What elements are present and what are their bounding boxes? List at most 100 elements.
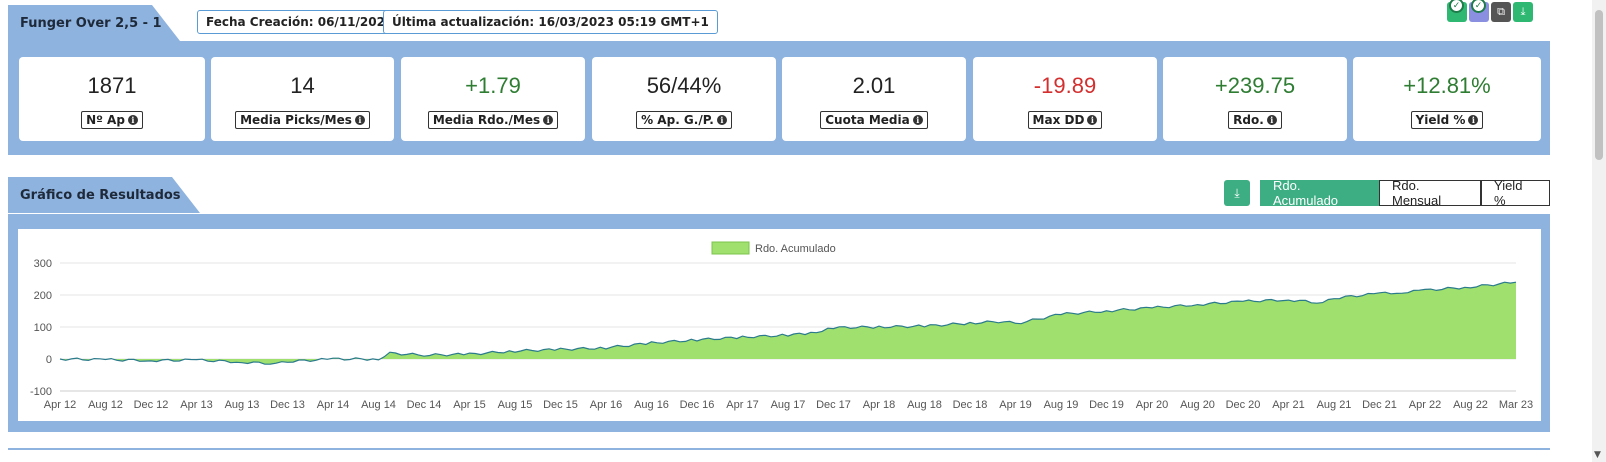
y-tick-label: -100 xyxy=(30,386,52,398)
creation-date-text: Fecha Creación: 06/11/2021 xyxy=(206,15,394,29)
y-tick-label: 0 xyxy=(46,354,52,366)
stat-card-media-rdo: +1.79 Media Rdo./Mes i xyxy=(401,57,585,141)
x-tick-label: Apr 21 xyxy=(1272,399,1304,411)
stat-card-media-picks: 14 Media Picks/Mes i xyxy=(211,57,394,141)
x-tick-label: Aug 15 xyxy=(498,399,533,411)
info-icon: i xyxy=(1266,115,1277,125)
x-tick-label: Apr 18 xyxy=(863,399,895,411)
x-tick-label: Apr 13 xyxy=(180,399,212,411)
x-tick-label: Dec 19 xyxy=(1089,399,1124,411)
stat-value: -19.89 xyxy=(1033,73,1097,98)
info-icon: i xyxy=(543,115,554,125)
stat-label[interactable]: Nº Ap i xyxy=(81,111,143,129)
x-tick-label: Apr 16 xyxy=(590,399,622,411)
stat-value: +239.75 xyxy=(1214,73,1296,98)
results-chart: Rdo. Acumulado 300 200 100 0 -100 Apr 12 Aug 12… xyxy=(18,229,1541,421)
info-icon: i xyxy=(1468,115,1479,125)
section-divider xyxy=(8,448,1550,450)
chart-section-title: Gráfico de Resultados xyxy=(20,187,181,203)
x-tick-label: Dec 15 xyxy=(543,399,578,411)
x-tick-label: Dec 20 xyxy=(1226,399,1261,411)
last-update-text: Última actualización: 16/03/2023 05:19 G… xyxy=(392,15,709,29)
series-area xyxy=(60,282,1516,365)
stat-value: 14 xyxy=(290,73,315,98)
chart-download-button[interactable]: ⤓ xyxy=(1224,180,1250,206)
rdo-mensual-button[interactable]: Rdo. Mensual xyxy=(1379,178,1481,208)
x-tick-label: Aug 14 xyxy=(361,399,396,411)
top-action-icons: ✓ ✓ ⧉ ⤓ xyxy=(1447,0,1533,22)
x-tick-label: Apr 15 xyxy=(453,399,485,411)
stat-card-yield: +12.81% Yield % i xyxy=(1353,57,1541,141)
chart-section-tab: Gráfico de Resultados xyxy=(8,177,200,213)
stat-value: 56/44% xyxy=(646,73,722,98)
last-update-badge: Última actualización: 16/03/2023 05:19 G… xyxy=(383,10,718,34)
stat-value: +12.81% xyxy=(1403,73,1491,98)
legend-swatch xyxy=(711,241,750,255)
stat-label[interactable]: Media Picks/Mes i xyxy=(235,111,370,129)
stat-card-num-ap: 1871 Nº Ap i xyxy=(19,57,205,141)
legend-label: Rdo. Acumulado xyxy=(755,243,836,255)
stat-label[interactable]: Cuota Media i xyxy=(820,111,928,129)
x-tick-label: Dec 14 xyxy=(407,399,442,411)
page-scrollbar[interactable]: ▼ xyxy=(1592,0,1606,462)
x-tick-label: Apr 12 xyxy=(44,399,76,411)
x-tick-label: Dec 17 xyxy=(816,399,851,411)
stat-value: 2.01 xyxy=(852,73,896,98)
x-tick-label: Apr 19 xyxy=(999,399,1031,411)
x-tick-label: Apr 20 xyxy=(1136,399,1168,411)
y-tick-label: 200 xyxy=(34,290,52,302)
info-icon: i xyxy=(912,115,923,125)
x-tick-label: Aug 21 xyxy=(1317,399,1352,411)
stat-card-max-dd: -19.89 Max DD i xyxy=(973,57,1157,141)
x-tick-label: Aug 16 xyxy=(634,399,669,411)
creation-date-badge: Fecha Creación: 06/11/2021 xyxy=(197,10,403,34)
x-tick-label: Aug 13 xyxy=(225,399,260,411)
stat-label[interactable]: % Ap. G./P. i xyxy=(636,111,732,129)
copy-icon: ⧉ xyxy=(1497,5,1505,18)
scrollbar-thumb[interactable] xyxy=(1595,10,1603,160)
x-tick-label: Mar 23 xyxy=(1499,399,1533,411)
x-tick-label: Aug 18 xyxy=(907,399,942,411)
x-tick-label: Aug 12 xyxy=(88,399,123,411)
stat-card-ap-gp: 56/44% % Ap. G./P. i xyxy=(592,57,776,141)
chart-mode-toggle: Rdo. Acumulado Rdo. Mensual Yield % xyxy=(1260,178,1550,208)
stat-card-cuota-media: 2.01 Cuota Media i xyxy=(782,57,966,141)
x-tick-label: Dec 12 xyxy=(134,399,169,411)
info-icon: i xyxy=(127,115,138,125)
strategy-title-tab: Funger Over 2,5 - 1 xyxy=(8,5,180,41)
stat-card-rdo: +239.75 Rdo. i xyxy=(1163,57,1347,141)
series-line xyxy=(59,281,1517,365)
stat-label[interactable]: Rdo. i xyxy=(1228,111,1282,129)
x-tick-label: Aug 22 xyxy=(1453,399,1488,411)
download-button[interactable]: ⤓ xyxy=(1513,2,1533,22)
yield-button[interactable]: Yield % xyxy=(1481,178,1550,208)
x-tick-label: Dec 13 xyxy=(270,399,305,411)
x-tick-label: Dec 16 xyxy=(680,399,715,411)
strategy-title: Funger Over 2,5 - 1 xyxy=(20,15,162,31)
favorite-button[interactable]: ✓ xyxy=(1469,0,1489,22)
x-tick-label: Apr 17 xyxy=(726,399,758,411)
scroll-down-icon[interactable]: ▼ xyxy=(1594,450,1601,460)
check-icon: ✓ xyxy=(1471,0,1486,13)
download-icon: ⤓ xyxy=(1520,5,1526,18)
x-tick-label: Apr 14 xyxy=(317,399,349,411)
follow-button[interactable]: ✓ xyxy=(1447,0,1467,22)
info-icon: i xyxy=(1087,115,1098,125)
stat-value: +1.79 xyxy=(465,73,521,98)
stat-label[interactable]: Max DD i xyxy=(1027,111,1103,129)
stat-label[interactable]: Media Rdo./Mes i xyxy=(427,111,559,129)
rdo-acumulado-button[interactable]: Rdo. Acumulado xyxy=(1260,178,1379,208)
x-tick-label: Aug 20 xyxy=(1180,399,1215,411)
stat-value: 1871 xyxy=(87,73,137,98)
stat-label[interactable]: Yield % i xyxy=(1410,111,1484,129)
info-icon: i xyxy=(716,115,727,125)
y-tick-label: 100 xyxy=(34,322,52,334)
y-tick-label: 300 xyxy=(34,258,52,270)
x-tick-label: Aug 19 xyxy=(1044,399,1079,411)
x-tick-label: Dec 21 xyxy=(1362,399,1397,411)
download-icon: ⤓ xyxy=(1234,185,1240,200)
copy-button[interactable]: ⧉ xyxy=(1491,2,1511,22)
x-tick-label: Aug 17 xyxy=(771,399,806,411)
x-tick-label: Apr 22 xyxy=(1409,399,1441,411)
